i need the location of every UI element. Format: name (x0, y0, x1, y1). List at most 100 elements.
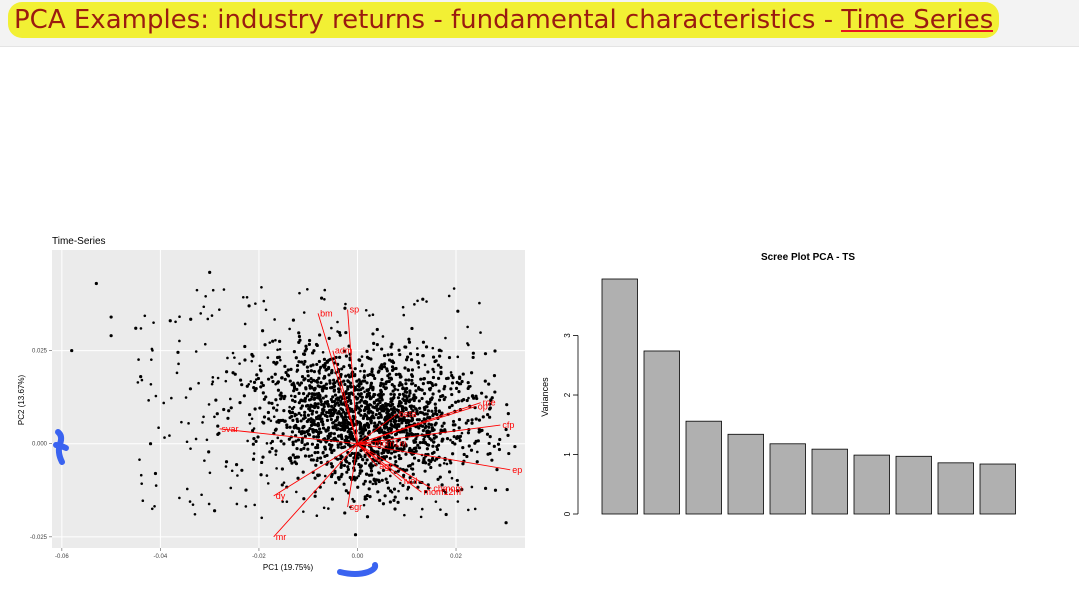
data-point (364, 308, 368, 312)
data-point (287, 437, 291, 441)
data-point (430, 458, 434, 462)
data-point (326, 402, 330, 407)
data-point (490, 458, 494, 462)
data-point (280, 376, 284, 380)
data-point (253, 407, 257, 411)
data-point (411, 409, 415, 413)
data-point (380, 365, 384, 369)
scree-bar-3 (685, 420, 722, 515)
data-point (434, 409, 438, 413)
data-point (362, 482, 366, 486)
data-point (421, 382, 425, 386)
data-point (320, 417, 324, 421)
data-point (295, 446, 299, 451)
data-point (389, 404, 393, 408)
data-point (157, 426, 160, 430)
data-point (460, 487, 464, 492)
data-point (428, 400, 432, 404)
data-point (406, 418, 410, 422)
y-tick-label: 0.000 (32, 442, 48, 448)
data-point (285, 423, 289, 427)
data-point (222, 407, 226, 412)
data-point (300, 404, 304, 408)
scree-bar-8 (895, 455, 932, 515)
data-point (382, 393, 385, 396)
data-point (320, 385, 325, 389)
data-point (174, 320, 177, 324)
data-point (241, 295, 245, 299)
loading-arrow-sp (347, 309, 358, 444)
data-point (303, 416, 307, 420)
data-point (344, 489, 348, 493)
data-point (418, 406, 422, 410)
data-point (382, 455, 386, 459)
data-point (437, 389, 441, 393)
data-point (291, 440, 295, 444)
data-point (342, 463, 347, 468)
data-point (302, 311, 306, 314)
data-point (421, 460, 425, 465)
data-point (408, 352, 413, 356)
data-point (327, 373, 331, 377)
data-point (409, 414, 413, 418)
data-point (398, 352, 402, 357)
data-point (408, 404, 412, 408)
data-point (234, 463, 239, 467)
data-point (373, 406, 377, 410)
data-point (449, 461, 453, 465)
data-point (394, 366, 398, 371)
data-point (141, 499, 145, 502)
data-point (258, 368, 262, 372)
data-point (483, 379, 487, 383)
scree-y-tick-label: 1 (563, 452, 572, 457)
data-point (304, 387, 308, 391)
data-point (380, 478, 384, 482)
biplot-title: Time-Series (52, 236, 106, 247)
data-point (318, 385, 322, 389)
data-point (313, 476, 317, 480)
time-series-link[interactable]: Time Series (841, 5, 994, 35)
data-point (322, 404, 326, 409)
data-point (451, 419, 456, 424)
data-point (371, 464, 375, 468)
data-point (202, 305, 206, 309)
data-point (363, 479, 367, 483)
data-point (276, 403, 279, 407)
data-point (341, 445, 346, 450)
data-point (422, 437, 426, 442)
data-point (244, 505, 248, 508)
data-point (376, 490, 380, 494)
data-point (358, 428, 362, 431)
data-point (330, 443, 334, 447)
data-point (70, 348, 74, 353)
data-point (408, 475, 412, 480)
data-point (342, 482, 346, 486)
data-point (226, 356, 229, 360)
data-point (383, 386, 388, 391)
data-point (369, 462, 373, 466)
biplot-grid (52, 250, 525, 548)
data-point (480, 428, 484, 433)
data-point (320, 420, 325, 424)
data-point (485, 432, 490, 436)
data-point (450, 476, 454, 480)
loading-arrow-op (357, 406, 476, 445)
data-point (469, 448, 474, 452)
data-point (177, 362, 180, 366)
data-point (371, 411, 375, 415)
data-point (249, 380, 253, 383)
pen-annotation-y (53, 429, 69, 465)
data-point (109, 315, 113, 319)
data-point (450, 403, 454, 408)
data-point (359, 380, 363, 384)
data-point (362, 503, 366, 507)
data-point (150, 507, 154, 511)
data-point (309, 376, 313, 381)
data-point (333, 425, 337, 430)
data-point (413, 414, 417, 418)
data-point (178, 315, 181, 319)
data-point (319, 430, 323, 434)
data-point (461, 462, 465, 466)
data-point (412, 405, 416, 409)
data-point (224, 460, 229, 464)
